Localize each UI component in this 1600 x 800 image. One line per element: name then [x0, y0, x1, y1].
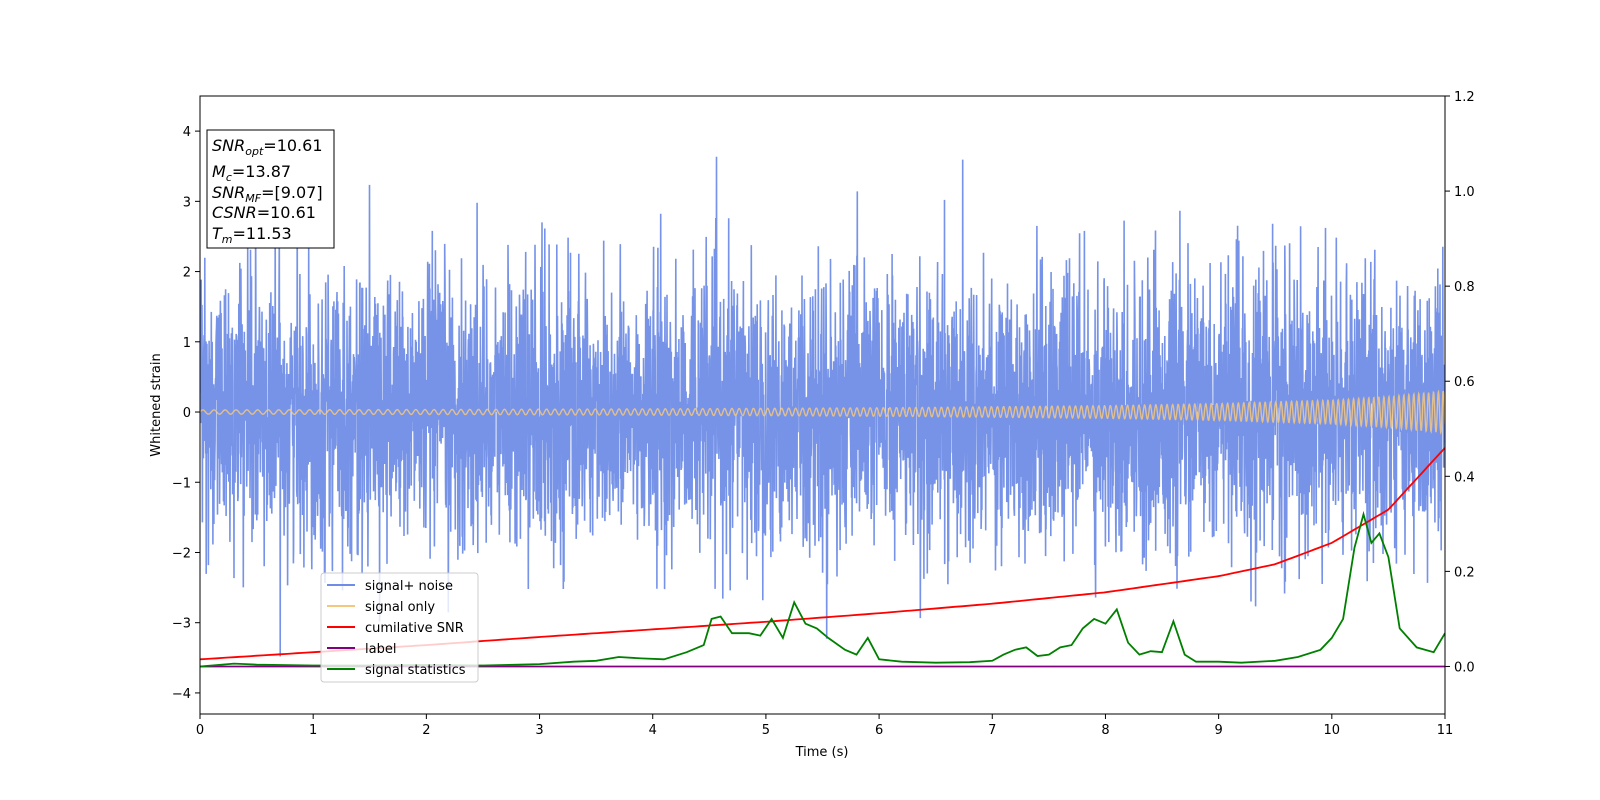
y-tick-label: 2 — [183, 266, 191, 281]
y-tick-label: −4 — [172, 687, 191, 702]
legend-item-label: label — [327, 642, 396, 657]
legend-label-signal-only: signal only — [365, 600, 435, 615]
y2-tick-label: 0.2 — [1454, 565, 1475, 580]
x-tick-label: 8 — [1101, 723, 1109, 738]
x-tick-label: 5 — [762, 723, 770, 738]
y2-tick-label: 0.8 — [1454, 280, 1475, 295]
legend-label-cumulative-snr: cumilative SNR — [365, 621, 464, 636]
legend-item-signal-noise: signal+ noise — [327, 579, 453, 594]
x-tick-label: 7 — [988, 723, 996, 738]
series-line-signal-only — [200, 389, 1445, 435]
y2-axis-ticks: 0.0 0.2 0.4 0.6 0.8 1.0 1.2 — [1445, 90, 1475, 675]
series-line-signal-noise — [200, 156, 1445, 657]
legend-label-signal-noise: signal+ noise — [365, 579, 453, 594]
plot-frame — [199, 95, 1446, 715]
x-tick-label: 6 — [875, 723, 883, 738]
x-tick-label: 9 — [1214, 723, 1222, 738]
x-tick-label: 11 — [1437, 723, 1454, 738]
x-tick-label: 1 — [309, 723, 317, 738]
legend-item-signal-statistics: signal statistics — [327, 663, 466, 678]
info-mc: Mc=13.87 — [212, 162, 291, 184]
x-tick-label: 0 — [196, 723, 204, 738]
legend-label-signal-statistics: signal statistics — [365, 663, 466, 678]
info-snr-mf: SNRMF=[9.07] — [212, 183, 323, 205]
y2-tick-label: 1.2 — [1454, 90, 1475, 105]
legend: signal+ noise signal only cumilative SNR… — [320, 572, 479, 683]
y2-tick-label: 0.6 — [1454, 375, 1475, 390]
legend-label-label: label — [365, 642, 396, 657]
y-tick-label: −1 — [172, 476, 191, 491]
y-tick-label: 4 — [183, 125, 191, 140]
x-tick-label: 10 — [1324, 723, 1341, 738]
series-line-signal-statistics — [200, 510, 1445, 668]
x-tick-label: 2 — [422, 723, 430, 738]
y-tick-label: 1 — [183, 336, 191, 351]
y-axis-ticks: −4 −3 −2 −1 0 1 2 3 4 — [172, 125, 200, 702]
y-tick-label: −2 — [172, 546, 191, 561]
y2-tick-label: 0.4 — [1454, 470, 1475, 485]
info-box: SNRopt=10.61 Mc=13.87 SNRMF=[9.07] CSNR=… — [206, 129, 335, 249]
x-axis-ticks: 0 1 2 3 4 5 6 7 8 9 10 11 — [196, 714, 1453, 738]
x-tick-label: 3 — [535, 723, 543, 738]
y-axis-label: Whitened strain — [149, 353, 164, 456]
x-axis-label: Time (s) — [795, 745, 849, 760]
info-snr-opt: SNRopt=10.61 — [212, 136, 323, 158]
info-csnr: CSNR=10.61 — [212, 203, 316, 222]
y-tick-label: 3 — [183, 195, 191, 210]
y-tick-label: −3 — [172, 617, 191, 632]
legend-item-signal-only: signal only — [327, 600, 435, 615]
x-tick-label: 4 — [649, 723, 657, 738]
y-tick-label: 0 — [183, 406, 191, 421]
info-tm: Tm=11.53 — [212, 224, 292, 246]
y2-tick-label: 0.0 — [1454, 660, 1475, 675]
legend-item-cumulative-snr: cumilative SNR — [327, 621, 464, 636]
y2-tick-label: 1.0 — [1454, 185, 1475, 200]
